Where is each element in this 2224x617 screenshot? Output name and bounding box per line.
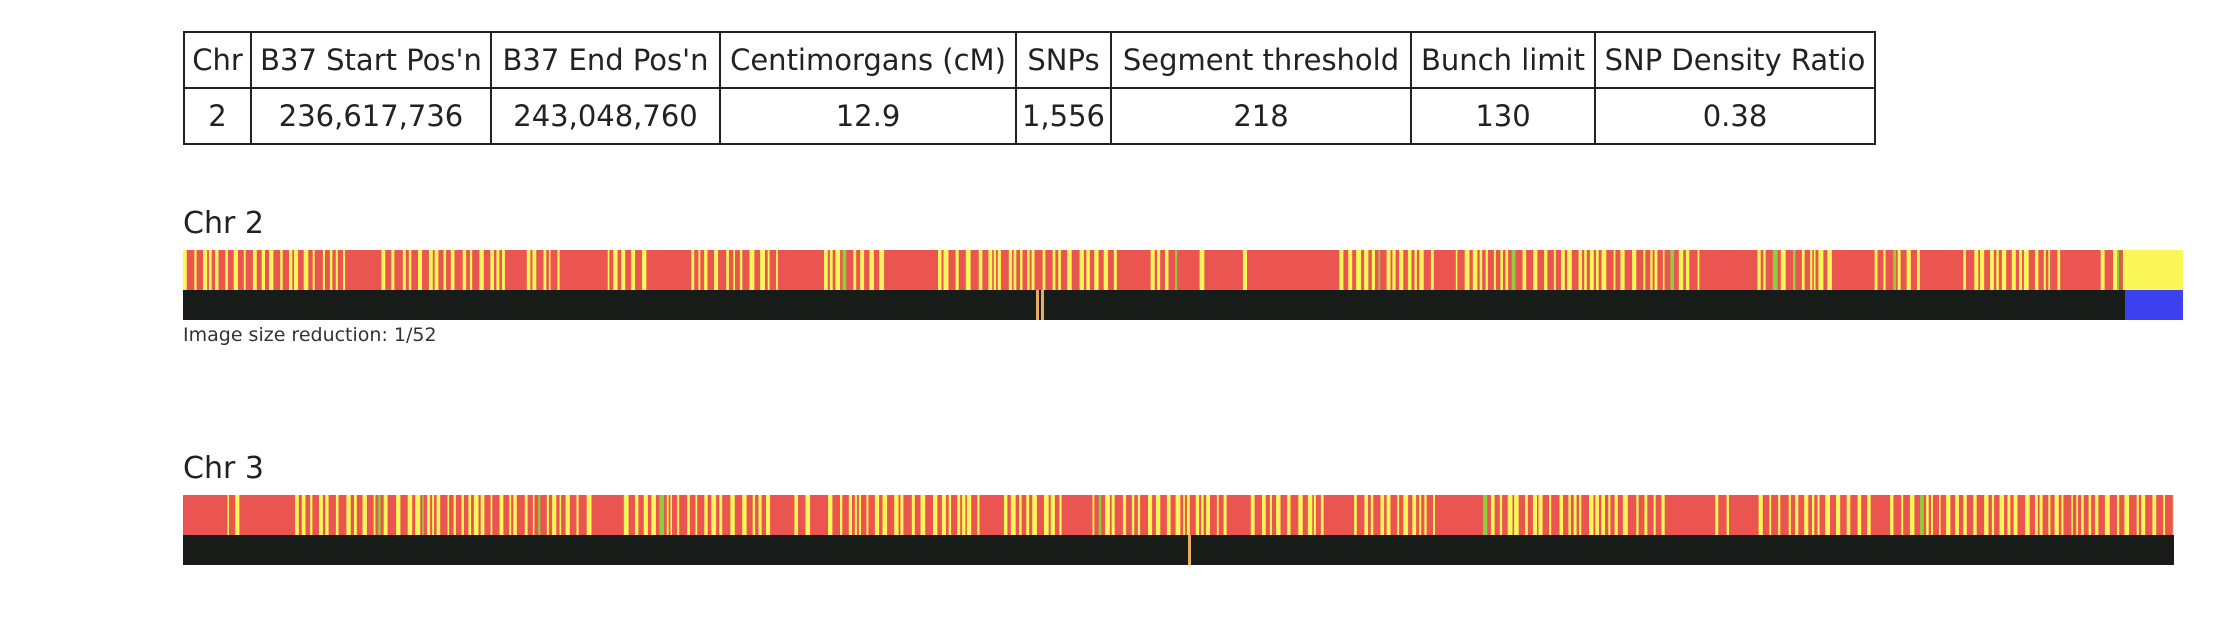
cell-end-pos: 243,048,760 [490, 87, 721, 145]
header-chr: Chr [183, 31, 252, 89]
header-snp-density-ratio: SNP Density Ratio [1594, 31, 1876, 89]
chr2-comparison-bar [183, 250, 2183, 290]
header-segment-threshold: Segment threshold [1110, 31, 1412, 89]
chr-end-match-block [2123, 250, 2183, 290]
table-header-row: Chr B37 Start Pos'n B37 End Pos'n Centim… [183, 31, 1876, 89]
cell-chr: 2 [183, 87, 252, 145]
chr2-base-bar [183, 290, 2183, 320]
chr3-stripes [227, 495, 2174, 535]
chr3-base-bar [183, 535, 2174, 565]
cell-start-pos: 236,617,736 [250, 87, 492, 145]
header-bunch-limit: Bunch limit [1410, 31, 1596, 89]
image-size-reduction-note: Image size reduction: 1/52 [183, 324, 437, 346]
segment-table: Chr B37 Start Pos'n B37 End Pos'n Centim… [183, 31, 1876, 145]
header-end-pos: B37 End Pos'n [490, 31, 721, 89]
cell-snps: 1,556 [1015, 87, 1112, 145]
chr2-base-marks [1036, 290, 2183, 320]
chr3-base-marks [1188, 535, 1191, 565]
segment-match-block [2125, 290, 2183, 320]
chr2-label: Chr 2 [183, 206, 264, 241]
header-start-pos: B37 Start Pos'n [250, 31, 492, 89]
chr2-stripes [183, 250, 2183, 290]
cell-snp-density-ratio: 0.38 [1594, 87, 1876, 145]
cell-bunch-limit: 130 [1410, 87, 1596, 145]
table-row: 2 236,617,736 243,048,760 12.9 1,556 218… [183, 87, 1876, 145]
cell-segment-threshold: 218 [1110, 87, 1412, 145]
header-snps: SNPs [1015, 31, 1112, 89]
chr3-comparison-bar [183, 495, 2174, 535]
cell-centimorgans: 12.9 [719, 87, 1017, 145]
header-centimorgans: Centimorgans (cM) [719, 31, 1017, 89]
chr3-label: Chr 3 [183, 451, 264, 486]
